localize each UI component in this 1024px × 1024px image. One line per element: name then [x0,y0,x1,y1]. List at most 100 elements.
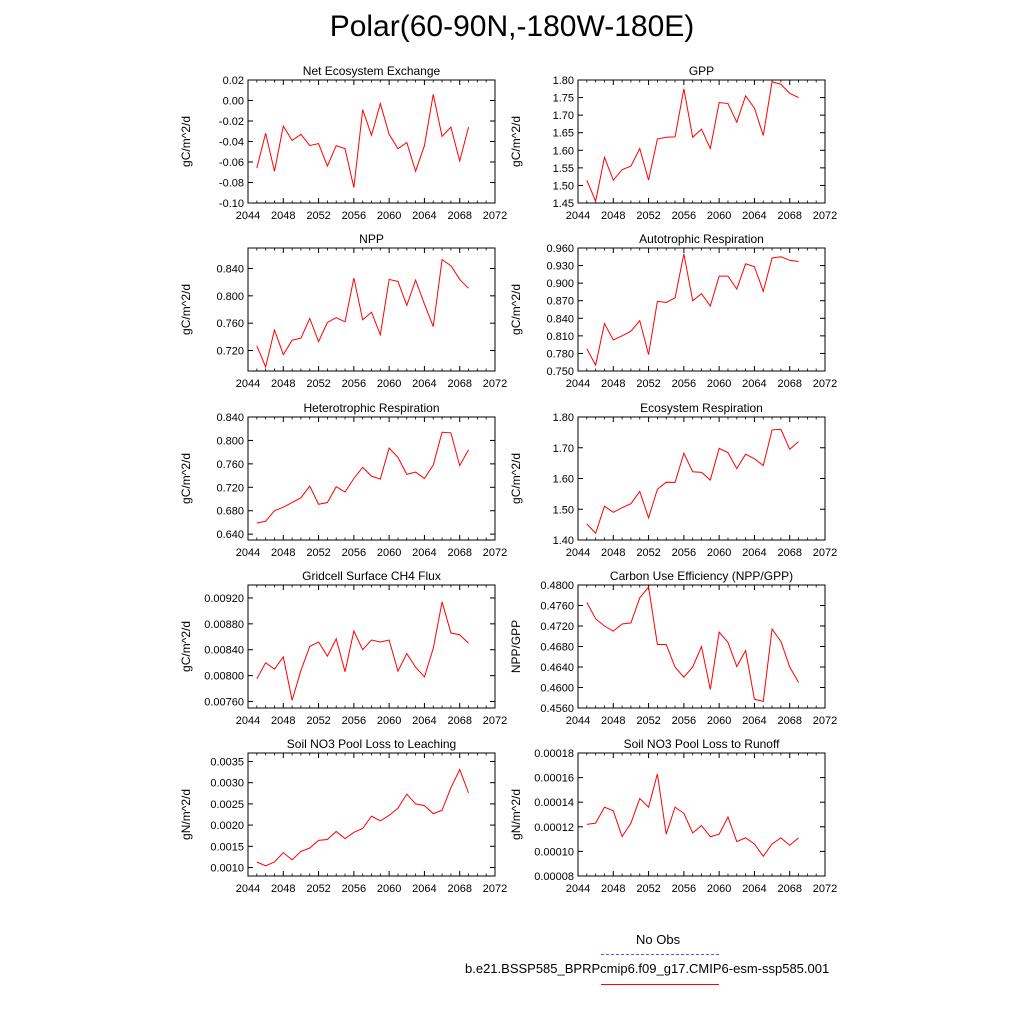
page-title: Polar(60-90N,-180W-180E) [329,10,695,43]
series-line [586,585,799,702]
series-line [256,431,469,524]
x-tick-label: 2052 [636,715,660,727]
x-tick-label: 2064 [742,210,766,222]
y-axis-label: NPP/GPP [509,620,523,673]
x-tick-label: 2044 [566,883,590,895]
x-tick-label: 2048 [601,378,625,390]
plot-frame [247,79,496,204]
y-tick-label: 0.0035 [210,756,244,768]
x-tick-label: 2064 [412,210,436,222]
x-tick-label: 2044 [236,715,260,727]
y-tick-label: 1.40 [553,535,574,547]
y-tick-label: -0.10 [219,198,244,210]
y-tick-label: 0.960 [546,243,574,255]
plot-frame [247,584,496,709]
legend-obs-line [601,954,719,955]
x-tick-label: 2060 [377,883,401,895]
x-tick-label: 2056 [672,883,696,895]
x-tick-label: 2048 [271,378,295,390]
series-line [256,94,470,188]
x-tick-label: 2064 [412,715,436,727]
y-tick-label: 0.870 [546,296,574,308]
y-tick-label: 1.80 [553,412,574,424]
x-tick-label: 2048 [271,547,295,559]
y-tick-label: 0.4680 [540,642,574,654]
plot-frame [577,247,826,372]
x-tick-label: 2064 [742,715,766,727]
y-tick-label: 0.00920 [204,593,244,605]
x-tick-label: 2060 [377,378,401,390]
y-tick-label: 1.60 [553,145,574,157]
y-axis-label: gC/m^2/d [179,284,193,335]
x-tick-label: 2048 [271,883,295,895]
y-tick-label: 0.4760 [540,601,574,613]
y-tick-label: -0.08 [219,178,244,190]
y-axis-label: gC/m^2/d [179,621,193,672]
y-tick-label: 0.4720 [540,621,574,633]
x-tick-label: 2056 [672,210,696,222]
x-tick-label: 2060 [377,547,401,559]
y-tick-label: 0.720 [216,482,244,494]
x-tick-label: 2052 [636,883,660,895]
legend-model-line [601,984,719,985]
x-tick-label: 2064 [742,378,766,390]
x-tick-label: 2056 [672,547,696,559]
x-tick-label: 2060 [707,883,731,895]
x-tick-label: 2072 [813,547,837,559]
x-tick-label: 2064 [412,547,436,559]
x-tick-label: 2068 [777,378,801,390]
y-tick-label: 0.00800 [204,671,244,683]
x-tick-label: 2060 [377,210,401,222]
y-tick-label: 0.4560 [540,703,574,715]
x-tick-label: 2052 [306,210,330,222]
y-tick-label: 0.760 [216,459,244,471]
y-tick-label: 0.0030 [210,778,244,790]
x-tick-label: 2072 [483,547,507,559]
x-tick-label: 2048 [601,883,625,895]
y-axis-label: gC/m^2/d [509,284,523,335]
legend-obs-label: No Obs [636,932,681,947]
y-tick-label: 1.50 [553,504,574,516]
y-tick-label: 0.930 [546,261,574,273]
x-tick-label: 2056 [342,210,366,222]
y-tick-label: 0.0015 [210,841,244,853]
chart-panel-6: Ecosystem Respiration gC/m^2/d 2044 2048 205… [509,401,837,559]
y-axis-label: gC/m^2/d [179,453,193,504]
plot-frame [577,79,826,204]
y-tick-label: 0.810 [546,331,574,343]
chart-title: Ecosystem Respiration [640,401,763,415]
y-tick-label: 0.00014 [534,797,574,809]
x-tick-label: 2068 [777,547,801,559]
chart-title: NPP [359,232,384,246]
chart-panel-4: Autotrophic Respiration gC/m^2/d 2044 2048 2… [509,232,837,390]
y-tick-label: 0.720 [216,346,244,358]
series-line [586,773,799,858]
chart-panel-3: NPP gC/m^2/d 2044 2048 2052 2056 2060 2064 2068 2… [179,232,507,390]
y-tick-label: 0.640 [216,529,244,541]
x-tick-label: 2060 [707,715,731,727]
chart-title: GPP [689,64,714,78]
plot-frame [247,752,496,877]
x-tick-label: 2052 [306,547,330,559]
x-tick-label: 2044 [566,547,590,559]
x-tick-label: 2056 [342,883,366,895]
series-line [586,253,799,367]
x-tick-label: 2044 [236,547,260,559]
x-tick-label: 2052 [636,547,660,559]
chart-title: Gridcell Surface CH4 Flux [302,569,441,583]
y-tick-label: -0.02 [219,116,244,128]
x-tick-label: 2072 [483,210,507,222]
y-tick-label: -0.06 [219,157,244,169]
y-tick-label: 0.00 [223,96,244,108]
x-tick-label: 2068 [777,883,801,895]
y-tick-label: 0.00008 [534,871,574,883]
x-tick-label: 2072 [813,378,837,390]
chart-title: Net Ecosystem Exchange [303,64,441,78]
x-tick-label: 2072 [813,883,837,895]
x-tick-label: 2064 [742,883,766,895]
x-tick-label: 2072 [813,715,837,727]
x-tick-label: 2056 [342,547,366,559]
plot-frame [247,416,496,541]
x-tick-label: 2052 [306,715,330,727]
y-tick-label: 0.760 [216,318,244,330]
